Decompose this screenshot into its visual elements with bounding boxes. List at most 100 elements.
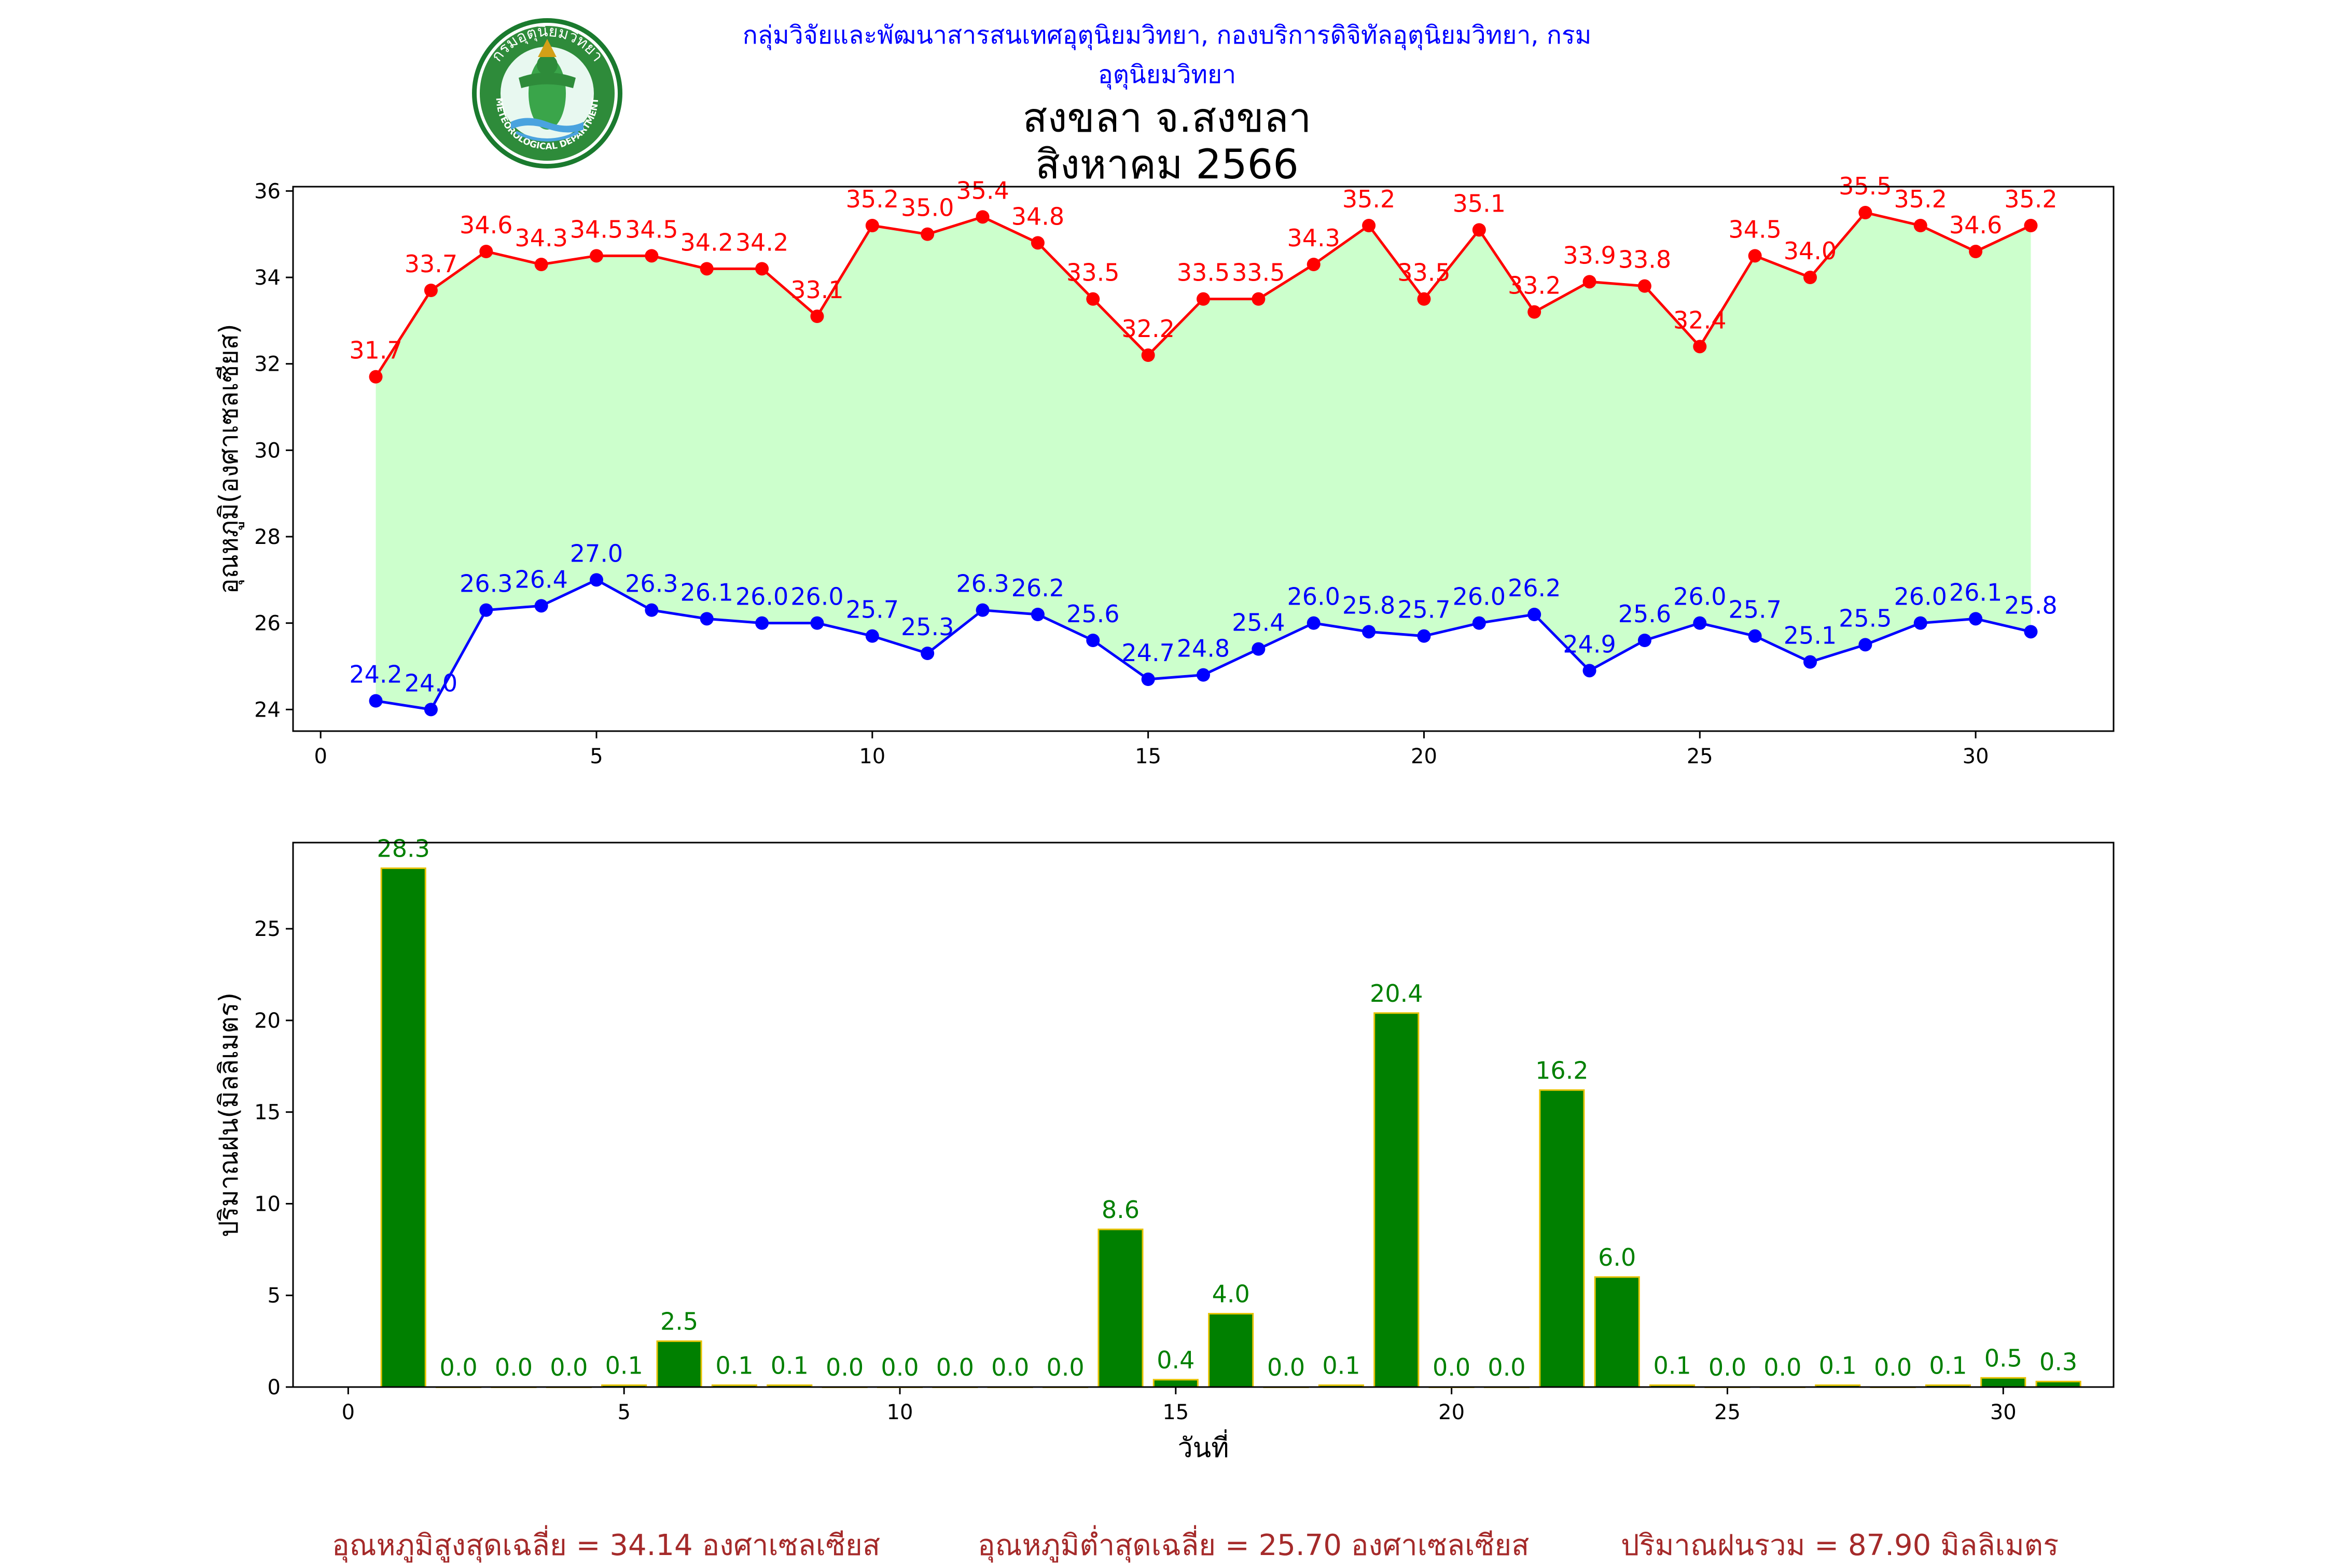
temp-x-tick-label: 5 xyxy=(590,745,603,768)
min-temp-label: 26.0 xyxy=(1673,583,1726,611)
rain-x-tick-label: 30 xyxy=(1990,1401,2017,1424)
temp-x-tick-label: 20 xyxy=(1411,745,1437,768)
min-temp-point xyxy=(1307,616,1321,630)
temp-y-tick-label: 24 xyxy=(254,698,281,722)
max-temp-label: 33.5 xyxy=(1177,259,1230,287)
min-temp-label: 24.8 xyxy=(1177,635,1230,663)
agency-header: กลุ่มวิจัยและพัฒนาสารสนเทศอุตุนิยมวิทยา,… xyxy=(742,21,1592,89)
rainfall-label: 28.3 xyxy=(377,834,430,862)
min-temp-point xyxy=(1803,655,1817,669)
temp-x-tick-label: 10 xyxy=(859,745,885,768)
max-temp-label: 34.6 xyxy=(460,211,512,239)
min-temp-point xyxy=(810,616,824,630)
rainfall-label: 0.0 xyxy=(440,1353,478,1381)
min-temp-label: 26.0 xyxy=(1287,583,1340,611)
max-temp-point xyxy=(810,310,824,323)
min-temp-label: 25.7 xyxy=(846,596,899,624)
max-temp-point xyxy=(1527,305,1541,319)
max-temp-label: 35.2 xyxy=(1894,185,1947,213)
rainfall-label: 0.1 xyxy=(1322,1351,1360,1379)
min-temp-point xyxy=(424,703,438,717)
max-temp-point xyxy=(1307,258,1321,271)
rainfall-label: 0.1 xyxy=(605,1351,643,1379)
rainfall-label: 0.1 xyxy=(1819,1351,1857,1379)
min-temp-point xyxy=(1969,612,1983,626)
rainfall-label: 0.0 xyxy=(1488,1353,1525,1381)
rainfall-label: 0.4 xyxy=(1157,1346,1194,1374)
min-temp-label: 24.9 xyxy=(1563,630,1616,658)
max-temp-point xyxy=(1637,279,1651,293)
max-temp-label: 33.8 xyxy=(1618,246,1671,274)
rain-y-axis-label: ปริมาณฝน(มิลลิเมตร) xyxy=(214,992,244,1237)
max-temp-label: 35.1 xyxy=(1453,189,1506,217)
rain-x-tick-label: 15 xyxy=(1162,1401,1189,1424)
max-temp-label: 34.8 xyxy=(1011,202,1064,230)
rain-x-axis-label: วันที่ xyxy=(1177,1429,1229,1464)
temp-range-fill xyxy=(376,213,2031,710)
min-temp-point xyxy=(755,616,769,630)
min-temp-label: 24.2 xyxy=(349,661,402,689)
min-temp-label: 25.8 xyxy=(2004,591,2057,619)
min-temp-point xyxy=(1582,664,1596,678)
min-temp-label: 26.1 xyxy=(680,578,733,606)
max-temp-point xyxy=(1031,236,1045,250)
max-temp-point xyxy=(1197,292,1210,306)
min-temp-label: 25.5 xyxy=(1839,604,1892,632)
min-temp-point xyxy=(1362,625,1376,639)
max-temp-label: 33.7 xyxy=(405,250,457,278)
temp-y-tick-label: 26 xyxy=(254,612,281,636)
temp-x-tick-label: 30 xyxy=(1963,745,1989,768)
rainfall-bar xyxy=(1594,1276,1640,1388)
temp-x-tick-label: 0 xyxy=(314,745,327,768)
max-temp-point xyxy=(700,262,714,276)
min-temp-label: 25.6 xyxy=(1618,600,1671,628)
rainfall-label: 0.3 xyxy=(2039,1348,2077,1376)
max-temp-label: 35.2 xyxy=(846,185,899,213)
max-temp-point xyxy=(369,370,383,384)
min-temp-point xyxy=(1637,634,1651,647)
temp-plot-frame xyxy=(292,186,2115,732)
meteorological-department-logo: กรมอุตุนิยมวิทยา METEOROLOGICAL DEPARTME… xyxy=(472,18,622,169)
max-temp-label: 34.5 xyxy=(1728,215,1781,243)
min-temp-point xyxy=(976,603,990,617)
rainfall-label: 0.5 xyxy=(1984,1344,2022,1372)
max-temp-point xyxy=(1252,292,1266,306)
max-temp-point xyxy=(2024,219,2038,232)
max-temp-point xyxy=(1582,275,1596,289)
temp-x-tick-label: 25 xyxy=(1687,745,1713,768)
max-temp-label: 33.1 xyxy=(790,276,843,304)
min-temp-label: 25.8 xyxy=(1342,591,1395,619)
rainfall-label: 0.0 xyxy=(1047,1353,1085,1381)
rainfall-bar xyxy=(1152,1379,1199,1388)
rain-y-tick-label: 15 xyxy=(254,1101,281,1125)
max-temp-label: 34.2 xyxy=(680,228,733,256)
rainfall-label: 0.0 xyxy=(495,1353,533,1381)
max-temp-point xyxy=(479,245,493,258)
rainfall-label: 0.0 xyxy=(881,1353,919,1381)
rainfall-label: 0.0 xyxy=(936,1353,974,1381)
min-temp-label: 24.7 xyxy=(1121,639,1174,667)
min-temp-point xyxy=(1693,616,1707,630)
max-temp-label: 34.2 xyxy=(735,228,788,256)
rainfall-label: 0.0 xyxy=(826,1353,864,1381)
temp-y-tick-label: 30 xyxy=(254,439,281,463)
min-temp-point xyxy=(700,612,714,626)
min-temp-label: 25.1 xyxy=(1784,622,1837,650)
total-rainfall-summary: ปริมาณฝนรวม = 87.90 มิลลิเมตร xyxy=(1621,1529,2059,1562)
rain-plot-frame xyxy=(292,842,2115,1388)
max-temp-label: 33.5 xyxy=(1232,259,1285,287)
min-temp-point xyxy=(479,603,493,617)
rainfall-label: 4.0 xyxy=(1212,1280,1250,1308)
chart-title-station: สงขลา จ.สงขลา xyxy=(1022,95,1312,142)
min-temp-label: 25.6 xyxy=(1066,600,1119,628)
temp-x-tick-label: 15 xyxy=(1135,745,1161,768)
max-temp-label: 35.2 xyxy=(1342,185,1395,213)
max-temp-label: 31.7 xyxy=(349,337,402,365)
max-temp-label: 33.5 xyxy=(1066,259,1119,287)
max-temp-label: 33.9 xyxy=(1563,241,1616,269)
max-temp-label: 33.5 xyxy=(1397,259,1450,287)
min-temp-point xyxy=(1141,673,1155,686)
max-temp-label: 34.3 xyxy=(1287,224,1340,252)
rainfall-label: 0.1 xyxy=(1929,1351,1967,1379)
